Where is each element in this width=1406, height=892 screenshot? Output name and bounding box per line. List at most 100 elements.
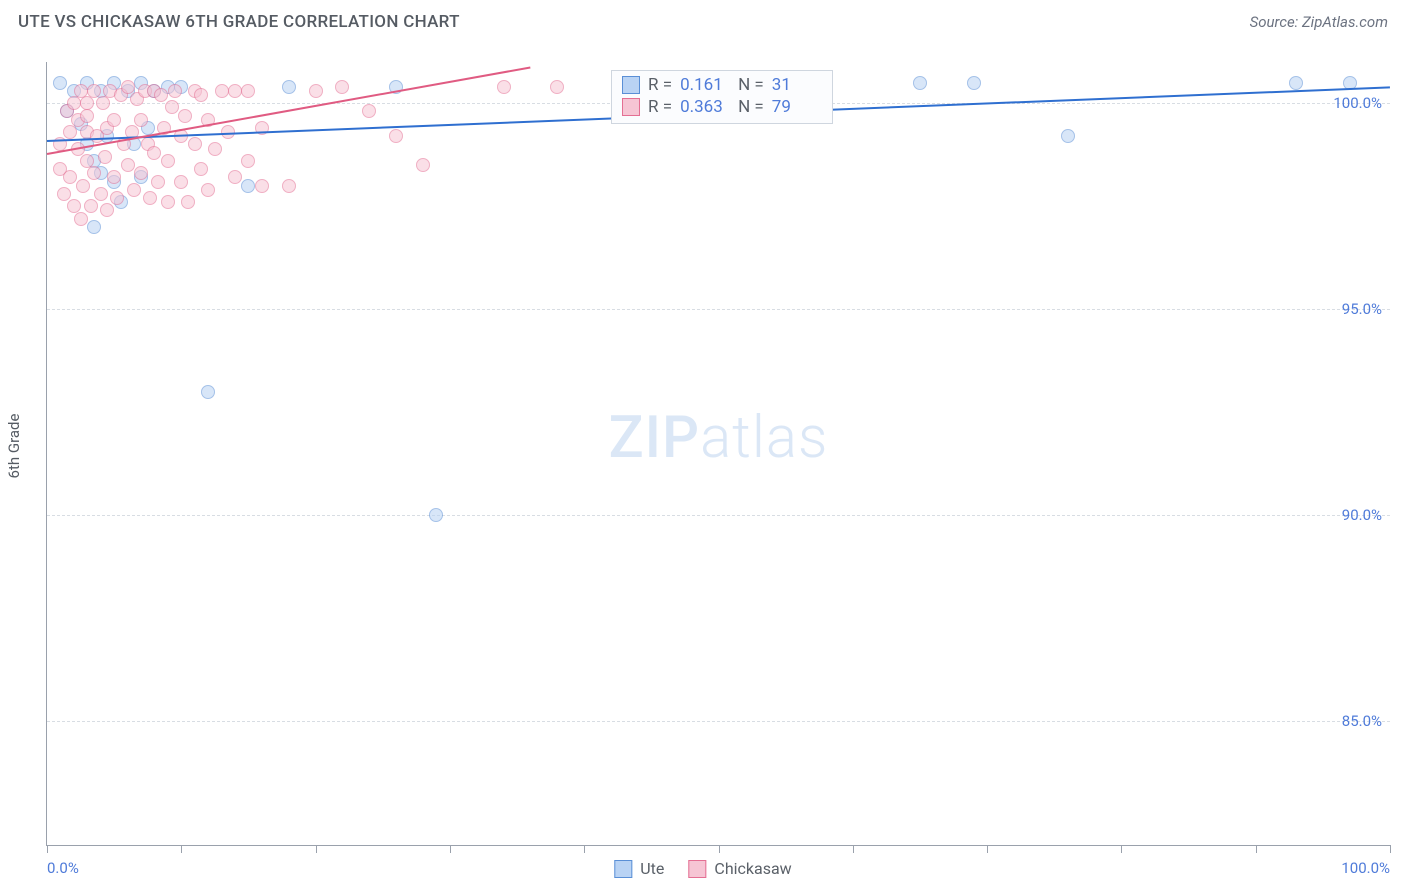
stats-swatch xyxy=(622,76,640,94)
stats-r-label: R = xyxy=(648,75,672,95)
x-tick xyxy=(987,845,988,853)
data-point xyxy=(178,109,192,123)
data-point xyxy=(215,84,229,98)
data-point xyxy=(174,175,188,189)
x-tick xyxy=(181,845,182,853)
stats-r-value: 0.161 xyxy=(680,75,730,95)
data-point xyxy=(87,220,101,234)
data-point xyxy=(76,179,90,193)
data-point xyxy=(228,170,242,184)
stats-swatch xyxy=(622,98,640,116)
data-point xyxy=(110,191,124,205)
data-point xyxy=(1061,129,1075,143)
watermark: ZIPatlas xyxy=(609,404,829,472)
data-point xyxy=(63,170,77,184)
data-point xyxy=(147,146,161,160)
stats-n-value: 31 xyxy=(772,75,822,95)
data-point xyxy=(151,175,165,189)
data-point xyxy=(1289,76,1303,90)
data-point xyxy=(188,137,202,151)
y-tick-label: 90.0% xyxy=(1342,506,1382,524)
data-point xyxy=(362,104,376,118)
data-point xyxy=(168,84,182,98)
source-label: Source: ZipAtlas.com xyxy=(1250,13,1388,31)
y-axis-label: 6th Grade xyxy=(5,414,23,479)
x-tick xyxy=(584,845,585,853)
legend-item-chickasaw: Chickasaw xyxy=(688,859,791,878)
data-point xyxy=(335,80,349,94)
x-tick xyxy=(1390,845,1391,853)
data-point xyxy=(96,96,110,110)
gridline xyxy=(47,309,1390,310)
plot-area: ZIPatlas 85.0%90.0%95.0%100.0%0.0%100.0%… xyxy=(47,62,1390,845)
y-tick-label: 100.0% xyxy=(1333,94,1382,112)
data-point xyxy=(107,113,121,127)
data-point xyxy=(57,187,71,201)
data-point xyxy=(389,129,403,143)
data-point xyxy=(416,158,430,172)
data-point xyxy=(107,170,121,184)
data-point xyxy=(241,179,255,193)
data-point xyxy=(154,88,168,102)
gridline xyxy=(47,721,1390,722)
data-point xyxy=(53,76,67,90)
data-point xyxy=(80,109,94,123)
data-point xyxy=(208,142,222,156)
data-point xyxy=(282,179,296,193)
data-point xyxy=(121,80,135,94)
stats-r-label: R = xyxy=(648,97,672,117)
legend-label-ute: Ute xyxy=(640,859,664,878)
data-point xyxy=(181,195,195,209)
data-point xyxy=(63,125,77,139)
x-tick xyxy=(719,845,720,853)
x-tick-label: 0.0% xyxy=(47,859,79,877)
stats-r-value: 0.363 xyxy=(680,97,730,117)
stats-box: R = 0.161 N = 31R = 0.363 N = 79 xyxy=(611,70,833,124)
legend-label-chickasaw: Chickasaw xyxy=(714,859,791,878)
legend-swatch-chickasaw xyxy=(688,860,706,878)
gridline xyxy=(47,515,1390,516)
y-tick-label: 95.0% xyxy=(1342,300,1382,318)
data-point xyxy=(201,385,215,399)
data-point xyxy=(241,84,255,98)
data-point xyxy=(161,195,175,209)
data-point xyxy=(228,84,242,98)
data-point xyxy=(87,166,101,180)
data-point xyxy=(201,183,215,197)
data-point xyxy=(429,508,443,522)
data-point xyxy=(121,158,135,172)
data-point xyxy=(913,76,927,90)
data-point xyxy=(967,76,981,90)
data-point xyxy=(127,183,141,197)
stats-row: R = 0.363 N = 79 xyxy=(622,97,822,117)
data-point xyxy=(255,179,269,193)
x-tick xyxy=(450,845,451,853)
data-point xyxy=(84,199,98,213)
data-point xyxy=(67,96,81,110)
data-point xyxy=(134,113,148,127)
x-tick xyxy=(316,845,317,853)
data-point xyxy=(241,154,255,168)
data-point xyxy=(100,203,114,217)
data-point xyxy=(143,191,157,205)
data-point xyxy=(550,80,564,94)
legend-swatch-ute xyxy=(614,860,632,878)
data-point xyxy=(134,166,148,180)
legend: Ute Chickasaw xyxy=(614,859,791,878)
stats-n-value: 79 xyxy=(772,97,822,117)
legend-item-ute: Ute xyxy=(614,859,664,878)
data-point xyxy=(194,88,208,102)
stats-row: R =0.161N =31 xyxy=(622,75,822,95)
chart-title: UTE VS CHICKASAW 6TH GRADE CORRELATION C… xyxy=(18,12,460,32)
chart-area: ZIPatlas 85.0%90.0%95.0%100.0%0.0%100.0%… xyxy=(46,62,1390,846)
y-tick-label: 85.0% xyxy=(1342,712,1382,730)
data-point xyxy=(282,80,296,94)
x-tick xyxy=(1256,845,1257,853)
data-point xyxy=(98,150,112,164)
x-tick-label: 100.0% xyxy=(1341,859,1390,877)
stats-n-label: N = xyxy=(738,97,764,117)
data-point xyxy=(161,154,175,168)
data-point xyxy=(165,100,179,114)
x-tick xyxy=(47,845,48,853)
data-point xyxy=(87,84,101,98)
